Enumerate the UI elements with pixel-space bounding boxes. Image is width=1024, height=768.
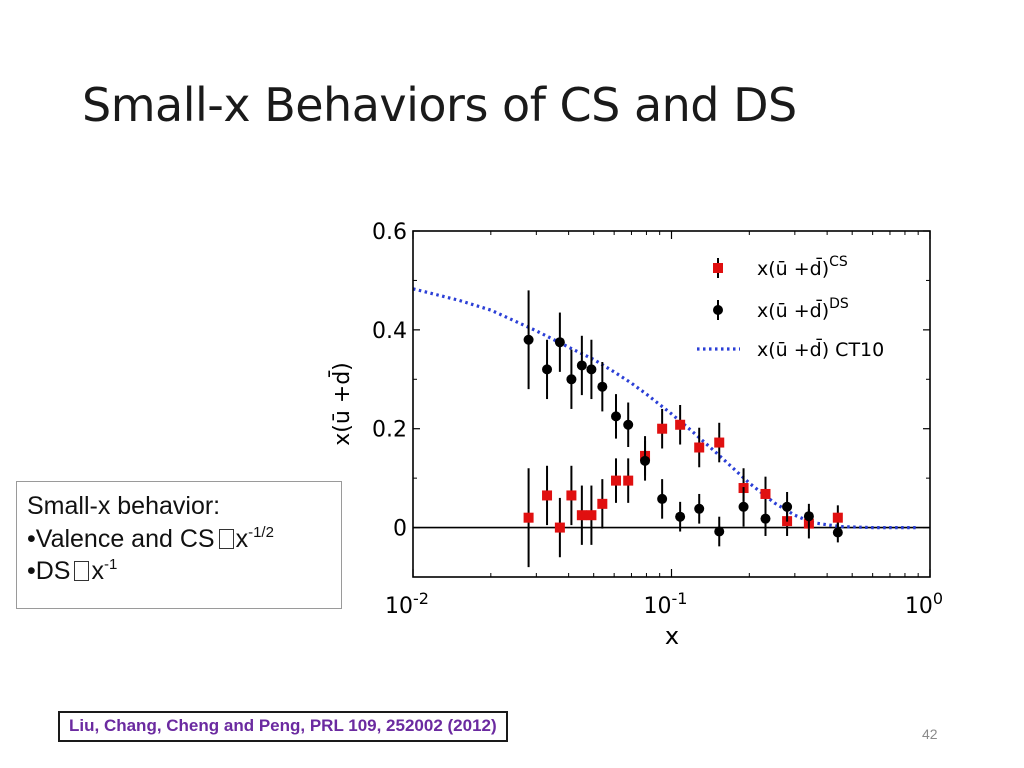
ds-point — [597, 381, 608, 392]
note-line2-prefix: •DS — [27, 557, 71, 585]
y-tick-label: 0.4 — [372, 319, 407, 344]
citation: Liu, Chang, Cheng and Peng, PRL 109, 252… — [58, 711, 508, 742]
cs-point — [597, 498, 608, 509]
cs-point — [523, 512, 534, 523]
ds-point — [523, 334, 534, 345]
ds-point — [803, 511, 814, 522]
cs-point — [714, 437, 725, 448]
ds-point — [714, 526, 725, 537]
ds-point — [657, 493, 668, 504]
ds-point — [542, 364, 553, 375]
legend-label: x(ū +d̄) CT10 — [757, 337, 884, 361]
cs-point — [675, 419, 686, 430]
legend-label: x(ū +d̄)DS — [757, 296, 849, 322]
ds-point — [782, 501, 793, 512]
y-tick-label: 0 — [393, 517, 407, 542]
cs-point — [657, 423, 668, 434]
cs-point — [586, 510, 597, 521]
ds-point — [611, 411, 622, 422]
cs-point — [694, 442, 705, 453]
ds-point — [586, 364, 597, 375]
plot-frame — [412, 230, 931, 578]
legend-label: x(ū +d̄)CS — [757, 254, 848, 280]
cs-point — [611, 475, 622, 486]
legend-ds-marker — [713, 305, 723, 315]
proportional-icon — [218, 528, 234, 549]
ds-point — [640, 455, 651, 466]
ds-point — [554, 337, 565, 348]
proportional-icon — [74, 561, 90, 581]
note-line2-base: x — [91, 557, 104, 585]
ds-point — [760, 513, 771, 524]
y-tick-label: 0.6 — [372, 220, 407, 245]
note-line1-base: x — [235, 524, 249, 553]
note-heading: Small-x behavior: — [27, 492, 221, 520]
note-box: Small-x behavior: •Valence and CS x-1/2 •… — [16, 481, 342, 609]
page-title: Small-x Behaviors of CS and DS — [82, 78, 797, 132]
legend-cs-marker — [713, 263, 723, 273]
y-tick-label: 0.2 — [372, 418, 407, 443]
note-line-valence: •Valence and CS x-1/2 — [27, 523, 341, 556]
x-axis-label: x — [665, 622, 679, 650]
cs-point — [542, 490, 553, 501]
cs-point — [576, 510, 587, 521]
ds-point — [623, 419, 634, 430]
x-tick-label: 10-2 — [385, 589, 429, 619]
page-number: 42 — [922, 726, 938, 742]
note-line1-exponent: -1/2 — [248, 523, 274, 541]
ds-point — [738, 501, 749, 512]
ds-point — [832, 527, 843, 538]
cs-point — [832, 512, 843, 523]
ds-point — [694, 503, 705, 514]
cs-point — [566, 490, 577, 501]
cs-point — [554, 522, 565, 533]
x-tick-label: 100 — [905, 589, 943, 619]
note-line1-prefix: •Valence and CS — [27, 524, 215, 553]
cs-point — [760, 488, 771, 499]
ct10-curve — [412, 287, 919, 530]
cs-point — [623, 475, 634, 486]
x-tick-label: 10-1 — [644, 589, 688, 619]
ds-point — [675, 511, 686, 522]
note-line2-exponent: -1 — [103, 556, 118, 573]
ds-point — [566, 374, 577, 385]
y-axis-label: x(ū +d̄) — [329, 362, 355, 446]
note-line-ds: •DS x-1 — [27, 555, 341, 588]
ds-point — [576, 360, 587, 371]
